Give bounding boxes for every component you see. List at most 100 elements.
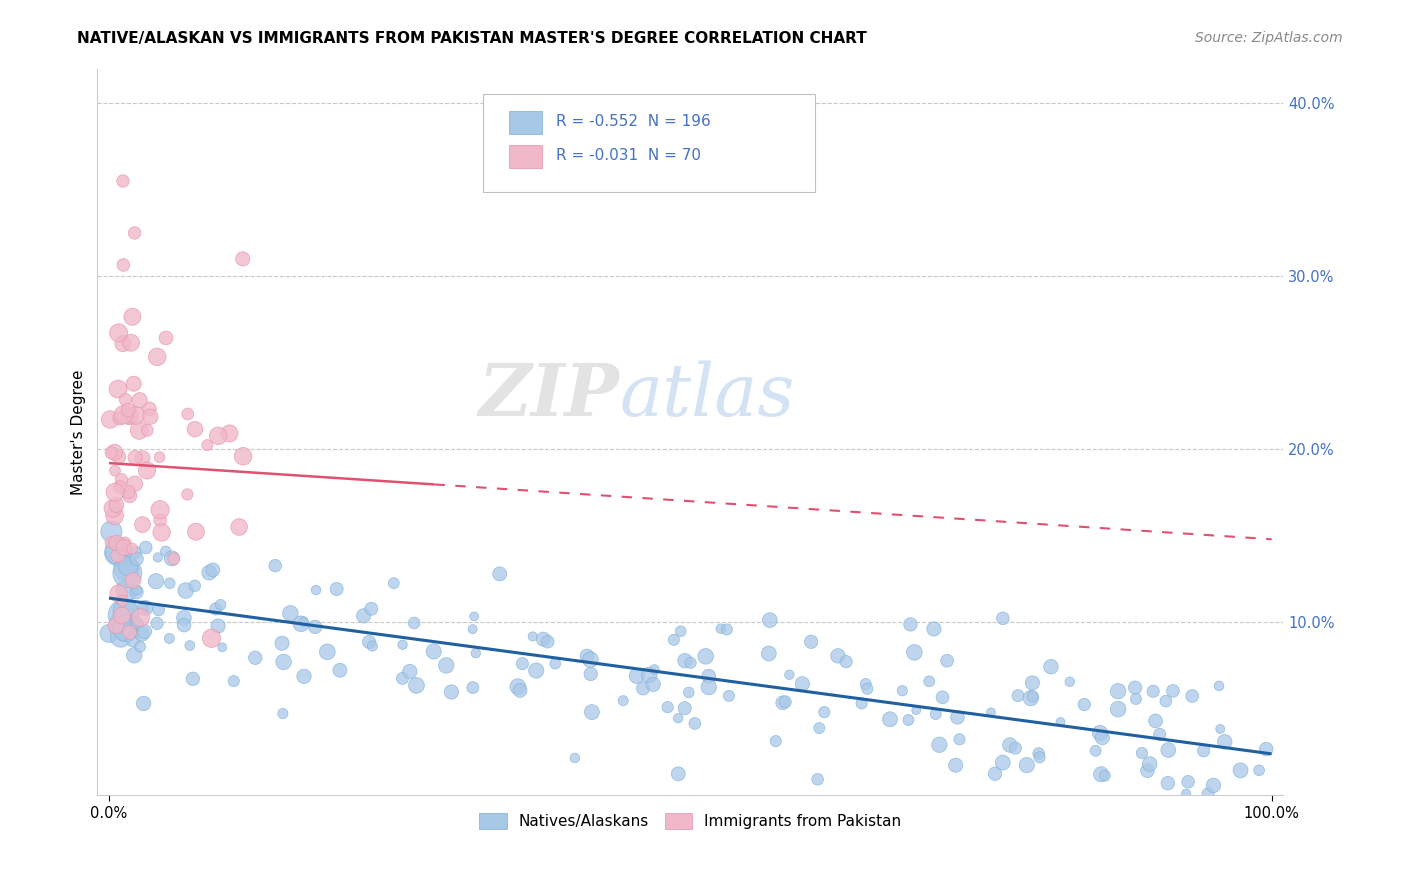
Point — [201, 563, 224, 577]
Point — [461, 681, 484, 695]
Point — [110, 473, 132, 487]
Point — [683, 716, 706, 731]
Point — [207, 619, 229, 633]
Y-axis label: Master's Degree: Master's Degree — [72, 369, 86, 495]
Point — [176, 487, 198, 501]
Point — [928, 738, 950, 752]
Point — [579, 653, 602, 667]
Point — [792, 677, 814, 691]
Point — [1256, 742, 1278, 756]
Point — [758, 647, 780, 661]
Point — [612, 694, 634, 708]
Point — [122, 648, 145, 663]
Point — [146, 616, 169, 631]
Point — [121, 310, 143, 324]
Point — [207, 429, 229, 443]
Point — [122, 574, 145, 588]
Point — [114, 392, 136, 407]
Point — [537, 634, 560, 648]
Point — [271, 636, 294, 650]
Point — [1161, 684, 1184, 698]
Point — [155, 331, 177, 345]
Point — [101, 501, 124, 516]
Point — [900, 617, 922, 632]
Point — [678, 685, 700, 699]
Point — [110, 630, 132, 644]
Point — [163, 551, 186, 566]
Point — [115, 561, 138, 575]
Legend: Natives/Alaskans, Immigrants from Pakistan: Natives/Alaskans, Immigrants from Pakist… — [474, 806, 907, 835]
Text: NATIVE/ALASKAN VS IMMIGRANTS FROM PAKISTAN MASTER'S DEGREE CORRELATION CHART: NATIVE/ALASKAN VS IMMIGRANTS FROM PAKIST… — [77, 31, 868, 46]
Point — [120, 335, 142, 350]
Point — [544, 657, 567, 671]
Point — [1004, 741, 1026, 756]
Point — [666, 767, 689, 781]
Point — [111, 174, 134, 188]
Point — [1181, 689, 1204, 703]
Point — [626, 669, 648, 683]
Point — [148, 603, 170, 617]
Point — [129, 640, 152, 654]
Point — [1039, 659, 1062, 673]
Point — [666, 711, 689, 725]
Point — [464, 646, 486, 660]
Point — [522, 630, 544, 644]
Point — [114, 604, 136, 618]
Point — [112, 408, 135, 422]
Point — [1019, 691, 1042, 706]
Point — [112, 608, 135, 623]
Point — [669, 624, 692, 639]
Point — [1229, 764, 1251, 778]
Point — [461, 622, 484, 636]
Point — [107, 326, 129, 340]
Point — [1123, 681, 1146, 695]
Point — [488, 566, 510, 581]
Point — [132, 697, 155, 711]
Point — [273, 655, 295, 669]
Point — [271, 706, 294, 721]
Point — [936, 654, 959, 668]
Point — [891, 683, 914, 698]
Point — [107, 549, 129, 563]
Point — [228, 520, 250, 534]
Point — [218, 426, 240, 441]
Point — [1144, 714, 1167, 728]
Point — [121, 633, 143, 648]
Point — [404, 615, 426, 630]
Point — [1154, 694, 1177, 708]
Point — [759, 613, 782, 627]
Point — [198, 566, 221, 580]
Point — [1125, 692, 1147, 706]
Point — [134, 601, 156, 615]
Point — [115, 583, 138, 598]
Point — [1088, 726, 1111, 740]
Point — [808, 721, 831, 735]
Point — [292, 615, 315, 629]
Point — [292, 669, 315, 683]
Point — [122, 376, 145, 391]
Point — [232, 450, 254, 464]
Point — [128, 393, 150, 408]
Point — [264, 558, 287, 573]
Point — [1094, 769, 1116, 783]
Point — [135, 541, 157, 555]
Point — [576, 648, 599, 663]
Point — [398, 665, 420, 679]
Point — [125, 545, 148, 559]
Point — [174, 583, 197, 598]
Point — [998, 738, 1021, 752]
Point — [150, 525, 173, 540]
Point — [1022, 690, 1045, 704]
Point — [108, 480, 131, 494]
Point — [856, 681, 879, 696]
Point — [148, 450, 170, 465]
Point — [679, 656, 702, 670]
Point — [382, 576, 405, 591]
Point — [946, 710, 969, 724]
Point — [897, 713, 920, 727]
Point — [855, 677, 877, 691]
Point — [305, 582, 328, 597]
Point — [717, 689, 740, 703]
Point — [149, 502, 172, 516]
Point — [118, 409, 141, 423]
